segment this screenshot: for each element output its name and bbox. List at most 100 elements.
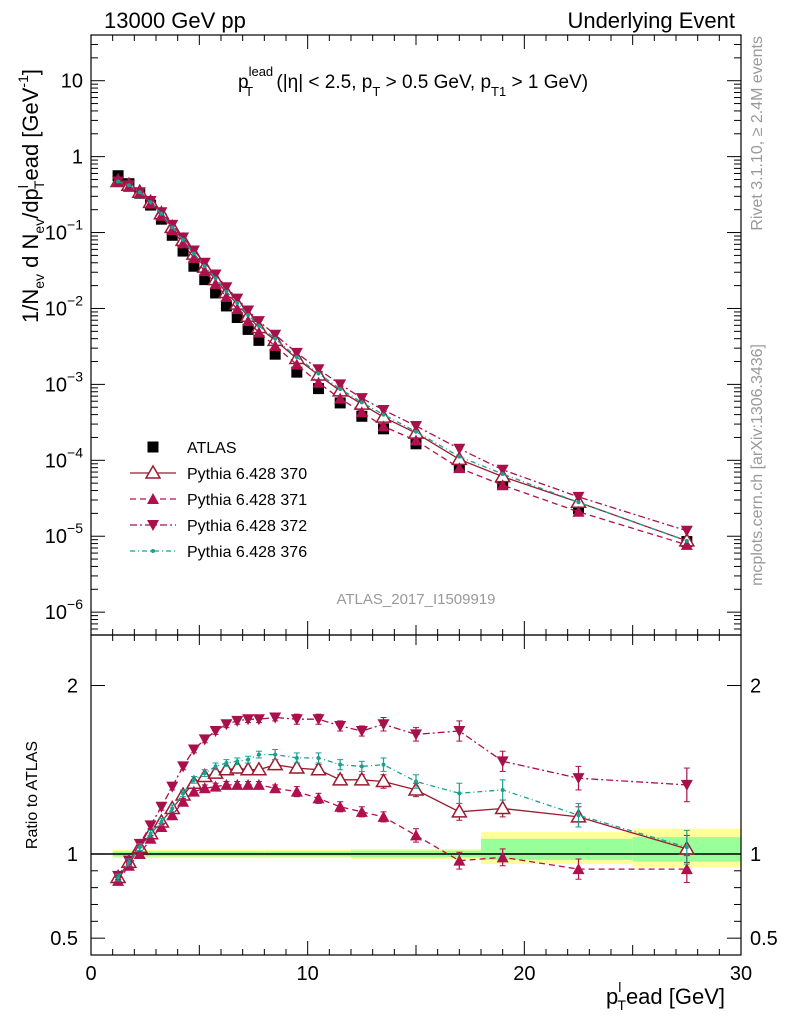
ratio-point: [144, 832, 157, 844]
x-tick-label: 30: [730, 963, 752, 985]
rivet-label: Rivet 3.1.10, ≥ 2.4M events: [749, 36, 766, 231]
data-point: [290, 358, 303, 370]
data-point: [177, 245, 189, 257]
data-point: [191, 251, 196, 256]
ratio-point: [187, 744, 200, 756]
ratio-point: [359, 764, 364, 769]
data-point: [220, 290, 233, 302]
ratio-point: [377, 719, 390, 731]
data-point: [291, 366, 303, 378]
ratio-point: [170, 806, 175, 811]
data-point: [414, 429, 418, 434]
data-point: [410, 434, 422, 446]
analysis-id: ATLAS_2017_I1509919: [336, 591, 495, 608]
ratio-point: [191, 777, 196, 782]
data-point: [213, 276, 218, 281]
legend-marker: [147, 493, 159, 504]
ratio-point: [576, 813, 581, 818]
legend-marker: [147, 520, 159, 531]
legend-entry-pythia-6-428-370: Pythia 6.428 370: [130, 464, 307, 483]
series-line: [117, 180, 688, 542]
ratio-point: [355, 726, 368, 737]
data-point: [313, 383, 324, 395]
data-point: [187, 245, 200, 257]
legend-entry-pythia-6-428-376: Pythia 6.428 376: [130, 544, 307, 561]
ratio-point: [235, 759, 240, 764]
series-pythia-6-428-372: [112, 176, 693, 537]
data-point: [256, 323, 261, 328]
y-tick-label: 10−3: [45, 368, 83, 396]
y-tick-label: 10−4: [45, 444, 83, 472]
uncertainty-bands: [112, 828, 741, 868]
ratio-point: [312, 714, 325, 726]
data-point: [209, 278, 222, 290]
ratio-point: [202, 771, 207, 776]
legend-entry-atlas: ATLAS: [147, 440, 237, 457]
data-point: [355, 406, 368, 418]
ratio-point: [269, 712, 282, 724]
ratio-y-tick-label-right: 2: [750, 676, 761, 698]
data-point: [210, 287, 222, 299]
ratio-point: [148, 831, 153, 836]
legend-label: Pythia 6.428 376: [187, 544, 307, 561]
ratio-point: [355, 805, 368, 817]
ratio-point: [338, 762, 343, 767]
data-point: [235, 301, 240, 306]
series-line: [117, 180, 688, 542]
y-tick-label: 1: [72, 147, 83, 169]
x-tick-label: 20: [513, 963, 535, 985]
data-point: [231, 312, 243, 324]
data-point: [500, 472, 505, 477]
ratio-point: [181, 791, 186, 796]
ratio-point: [239, 761, 257, 776]
data-point: [181, 237, 186, 242]
legend-label: Pythia 6.428 371: [187, 492, 307, 509]
data-point: [334, 392, 347, 404]
data-point: [202, 264, 207, 269]
data-point: [381, 412, 386, 417]
main-plot: 10−6 10−5 10−4 10−3 10−2 10−1 1 10: [45, 34, 742, 636]
ratio-point: [133, 847, 146, 859]
data-point: [220, 300, 232, 312]
ratio-point: [242, 714, 255, 726]
ratio-point: [224, 761, 229, 765]
ratio-point: [159, 819, 164, 824]
data-point: [209, 269, 222, 281]
data-point: [246, 313, 251, 318]
ratio-point: [494, 799, 511, 815]
ratio-point: [273, 752, 278, 757]
legend-marker: [151, 549, 155, 553]
ratio-point: [220, 719, 233, 731]
data-point: [334, 379, 347, 391]
ratio-point: [231, 715, 244, 727]
data-point: [220, 282, 233, 294]
data-point: [166, 229, 178, 241]
ratio-point: [310, 761, 327, 776]
data-point: [159, 211, 164, 216]
ratio-y-tick-label: 0.5: [50, 928, 78, 950]
ratio-point: [353, 771, 371, 786]
ratio-point: [290, 785, 303, 797]
data-point: [198, 265, 211, 277]
legend-marker: [147, 441, 159, 453]
ratio-point: [496, 756, 509, 768]
ratio-point: [252, 714, 265, 726]
ratio-point: [269, 782, 282, 794]
ratio-point: [177, 795, 190, 807]
legend: ATLAS Pythia 6.428 370 Pythia 6.428 371 Pyt…: [130, 440, 307, 561]
ratio-point: [231, 778, 244, 790]
ratio-series-pythia-6-428-376: [115, 749, 690, 882]
ratio-point: [209, 726, 222, 737]
data-point: [312, 364, 325, 376]
ratio-point: [572, 863, 585, 875]
ratio-point: [198, 734, 211, 746]
data-point: [231, 303, 244, 315]
ratio-point: [457, 791, 462, 796]
x-tick-label: 10: [297, 963, 319, 985]
data-point: [242, 323, 254, 335]
ratio-point: [377, 810, 390, 822]
plot-label: plead T (|η| < 2.5, pT > 0.5 GeV, pT1 > 1…: [238, 64, 588, 99]
data-point: [137, 190, 142, 195]
ratio-point: [410, 829, 422, 841]
